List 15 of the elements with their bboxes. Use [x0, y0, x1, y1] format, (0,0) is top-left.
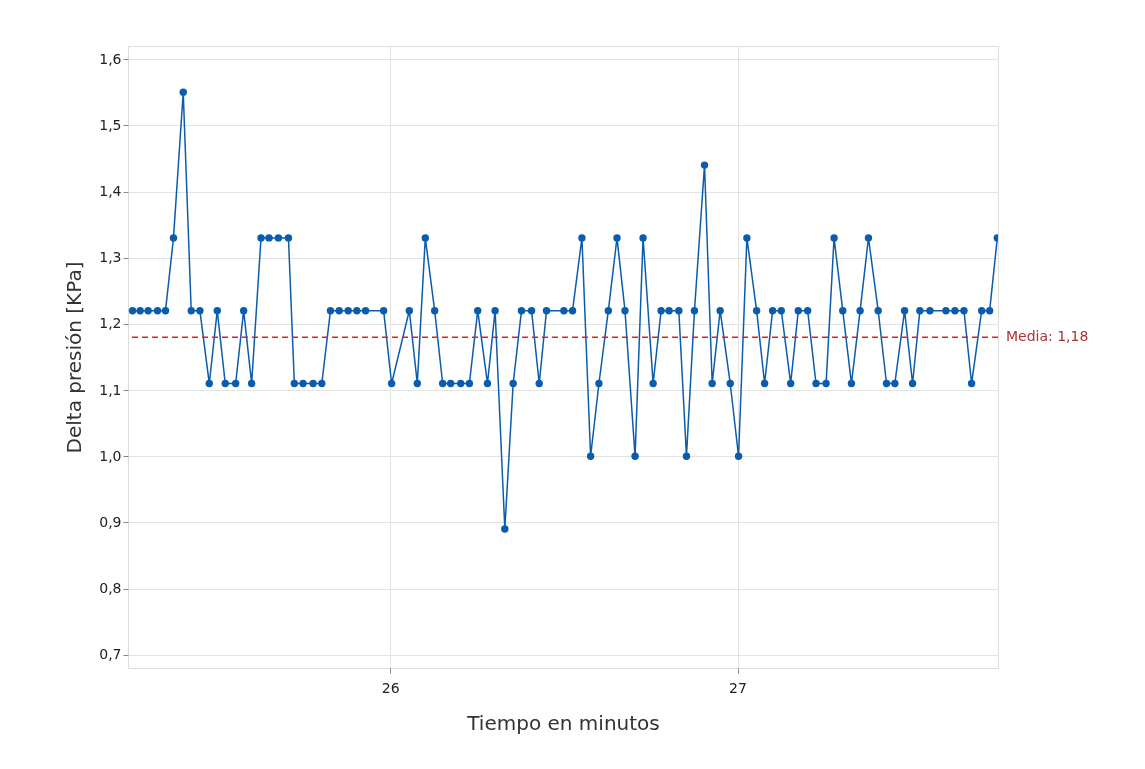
x-tick-label: 27	[729, 679, 747, 696]
y-tick-label: 1,1	[99, 381, 122, 398]
y-tick-label: 1,5	[99, 116, 122, 133]
y-axis-title: Delta presión [KPa]	[62, 261, 87, 454]
y-tick-label: 0,8	[99, 580, 122, 597]
y-tick-label: 1,2	[99, 315, 122, 332]
ref-line-label: Media: 1,18	[1006, 328, 1089, 345]
y-tick-label: 1,3	[99, 249, 122, 266]
x-tick-label: 26	[381, 679, 400, 696]
y-tick-label: 1,6	[99, 50, 122, 67]
x-axis-title: Tiempo en minutos	[466, 710, 660, 735]
y-tick-label: 1,0	[99, 447, 122, 464]
y-tick-label: 1,4	[99, 183, 122, 200]
y-tick-label: 0,7	[99, 646, 122, 663]
y-tick-label: 0,9	[99, 513, 122, 530]
